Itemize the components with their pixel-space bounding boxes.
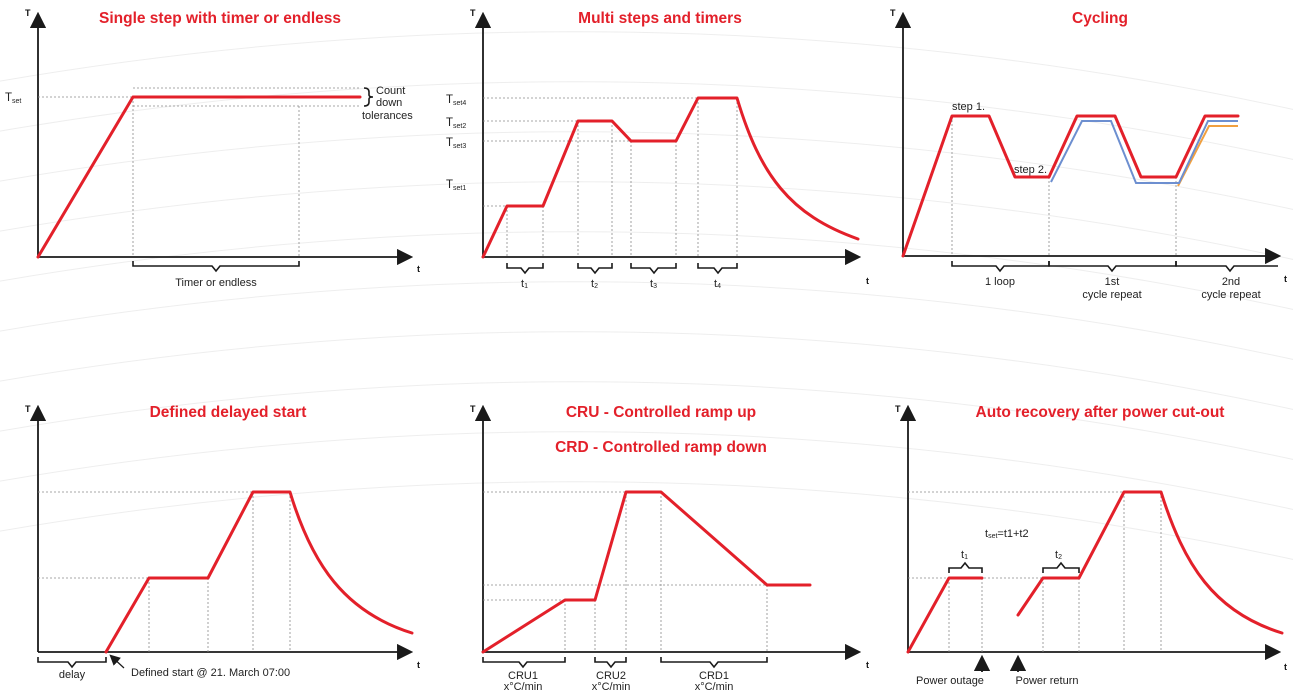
countdown-label-2: down [376, 97, 402, 109]
t1-label: t1 [961, 549, 968, 561]
panel-title: CRU - Controlled ramp up [566, 404, 756, 421]
t3-brace [630, 263, 677, 275]
crd1-rate: x°C/min [695, 681, 734, 691]
step2-label: step 2. [1014, 164, 1047, 176]
loop-label: 1 loop [985, 276, 1015, 288]
y-axis-label: T [470, 404, 476, 414]
cycle2-label-b: cycle repeat [1201, 289, 1260, 301]
delay-brace [37, 657, 107, 669]
outage-label: Power outage [916, 675, 984, 687]
y-axis-label: T [25, 404, 31, 414]
t1-brace [506, 263, 544, 275]
t1-brace [948, 561, 983, 573]
cru1-label: CRU1 [508, 670, 538, 682]
y-axis-label: T [895, 404, 901, 414]
tset4-label: Tset4 [446, 94, 466, 107]
tolerance-brace [363, 87, 374, 107]
countdown-label-1: Count [376, 85, 405, 97]
panel-title: Defined delayed start [150, 404, 307, 421]
cru2-brace [594, 657, 627, 669]
timer-label: Timer or endless [175, 277, 257, 289]
crd1-brace [660, 657, 768, 669]
panel-controlled-ramp: CRU - Controlled ramp up CRD - Controlle… [470, 404, 869, 691]
delay-label: delay [59, 669, 86, 681]
panel-auto-recovery: Auto recovery after power cut-out T t ts… [895, 404, 1287, 687]
x-axis-label: t [417, 660, 420, 670]
crd1-label: CRD1 [699, 670, 729, 682]
temperature-curve-after [1016, 490, 1284, 635]
temperature-curve [901, 114, 1240, 258]
x-axis-label: t [1284, 274, 1287, 284]
cycle1-label-a: 1st [1105, 276, 1120, 288]
x-axis-label: t [866, 276, 869, 286]
start-label: Defined start @ 21. March 07:00 [131, 667, 290, 679]
panel-title: Cycling [1072, 10, 1128, 27]
cycle-curve-1 [1050, 120, 1238, 184]
x-axis-label: t [417, 264, 420, 274]
t2-label: t2 [1055, 549, 1062, 561]
step1-label: step 1. [952, 101, 985, 113]
cru2-rate: x°C/min [592, 681, 631, 691]
panel-title: Auto recovery after power cut-out [976, 404, 1225, 421]
t4-brace [697, 263, 738, 275]
temperature-curve [36, 95, 362, 259]
t2-brace [1042, 561, 1080, 573]
cycle-curve-2 [1177, 125, 1238, 187]
y-axis-label: T [470, 8, 476, 18]
y-axis-label: T [890, 8, 896, 18]
loop-brace [951, 261, 1050, 273]
cycle1-brace [1048, 261, 1177, 273]
tset3-label: Tset3 [446, 137, 466, 150]
timer-brace [132, 261, 300, 273]
panel-title: Multi steps and timers [578, 10, 742, 27]
temperature-curve [481, 490, 812, 654]
x-axis-label: t [1284, 662, 1287, 672]
cycle1-label-b: cycle repeat [1082, 289, 1141, 301]
start-pointer-icon [109, 654, 125, 669]
temperature-curve-before [906, 576, 984, 654]
panel-title-2: CRD - Controlled ramp down [555, 439, 767, 456]
panel-multi-steps: Multi steps and timers T t Tset4 Tset2 T… [446, 8, 869, 290]
t4-label: t4 [714, 278, 721, 290]
t1-label: t1 [521, 278, 528, 290]
return-label: Power return [1016, 675, 1079, 687]
panel-delayed-start: Defined delayed start T t delay Defined … [25, 404, 420, 681]
x-axis-label: t [866, 660, 869, 670]
tset1-label: Tset1 [446, 179, 466, 192]
tset2-label: Tset2 [446, 117, 466, 130]
panel-title: Single step with timer or endless [99, 10, 341, 27]
t2-brace [577, 263, 613, 275]
countdown-label-3: tolerances [362, 110, 413, 122]
panel-single-step: Single step with timer or endless T t Ts… [5, 8, 420, 289]
formula-label: tset=t1+t2 [985, 528, 1029, 540]
cycle2-brace [1175, 261, 1278, 273]
y-axis-label: T [25, 8, 31, 18]
cru2-label: CRU2 [596, 670, 626, 682]
cycle2-label-a: 2nd [1222, 276, 1240, 288]
cru1-brace [482, 657, 566, 669]
background-pattern [0, 31, 1293, 560]
t2-label: t2 [591, 278, 598, 290]
tset-label: Tset [5, 92, 21, 105]
temperature-curve [481, 96, 860, 259]
t3-label: t3 [650, 278, 657, 290]
panel-cycling: Cycling T t step 1. step 2. 1 loop 1st c… [890, 8, 1287, 301]
temperature-curve [104, 490, 414, 654]
cru1-rate: x°C/min [504, 681, 543, 691]
